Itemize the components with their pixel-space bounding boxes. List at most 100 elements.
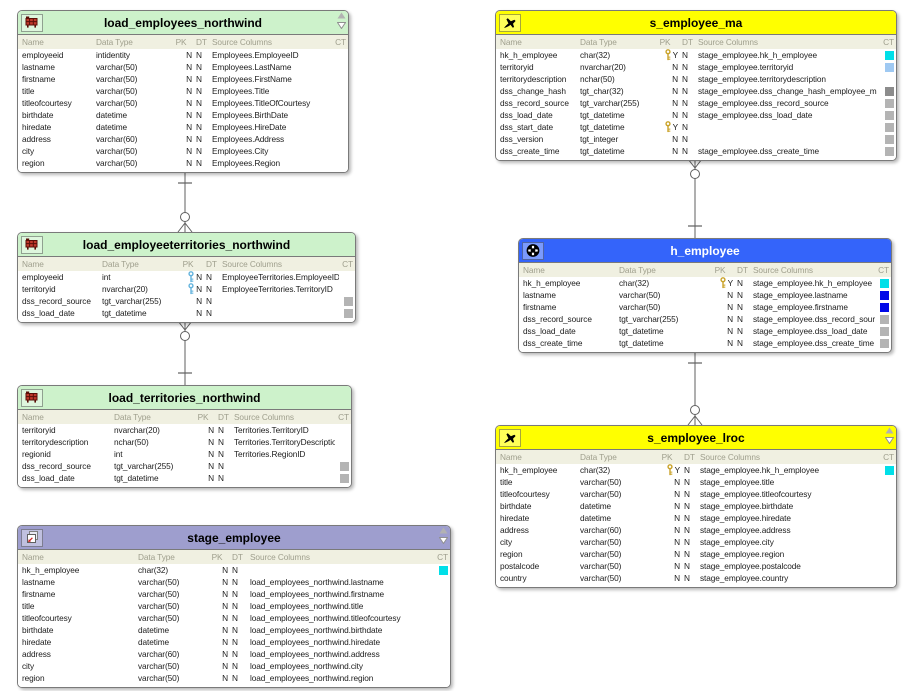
column-name: dss_load_date: [22, 308, 75, 318]
table-title-bar[interactable]: h_employee: [519, 239, 891, 263]
scroll-down-icon[interactable]: [336, 22, 347, 30]
column-row-title: title varchar(50) N N Employees.Title: [18, 85, 348, 97]
column-header-ct: CT: [437, 552, 448, 562]
column-pk: N: [654, 501, 682, 511]
column-pk: N: [206, 577, 230, 587]
ct-chip-gray: [885, 110, 894, 120]
column-header-ct: CT: [342, 259, 353, 269]
column-dt-flag: N: [232, 577, 238, 587]
column-name: titleofcourtesy: [22, 613, 72, 623]
column-dt-flag: N: [232, 613, 238, 623]
column-pk: N: [170, 146, 194, 156]
column-row-territoryid: territoryid nvarchar(20) N N EmployeeTerrito…: [18, 283, 355, 295]
column-dt-flag: N: [737, 338, 743, 348]
column-dt-flag: N: [684, 501, 690, 511]
hub-icon: [522, 241, 544, 260]
column-source: load_employees_northwind.region: [250, 673, 374, 683]
column-header-ct: CT: [883, 452, 894, 462]
column-data-type: char(32): [580, 465, 611, 475]
scroll-up-icon[interactable]: [337, 12, 346, 20]
column-name: address: [500, 525, 529, 535]
column-dt-flag: N: [218, 425, 224, 435]
column-pk-flag: N: [208, 437, 214, 447]
column-pk: N: [707, 302, 735, 312]
column-row-dss_start_date: dss_start_date tgt_datetime Y N: [496, 121, 896, 133]
column-name: dss_record_source: [22, 296, 91, 306]
column-pk: Y: [652, 49, 680, 61]
scroll-up-icon[interactable]: [885, 427, 894, 435]
column-name: territorydescription: [500, 74, 567, 84]
column-source: Employees.Region: [212, 158, 281, 168]
column-row-birthdate: birthdate datetime N N Employees.BirthDate: [18, 109, 348, 121]
column-pk-flag: N: [727, 326, 733, 336]
column-source: stage_employee.dss_record_source: [698, 98, 829, 108]
column-data-type: varchar(50): [96, 74, 138, 84]
column-header-row: Name Data Type PK DT Source Columns CT: [18, 410, 351, 424]
column-pk-flag: N: [186, 98, 192, 108]
column-dt-flag: N: [684, 525, 690, 535]
table-title-bar[interactable]: load_territories_northwind: [18, 386, 351, 410]
table-title-bar[interactable]: load_employees_northwind: [18, 11, 348, 35]
table-load_territories_northwind[interactable]: load_territories_northwind Name Data Type P…: [17, 385, 352, 488]
scroll-down-icon[interactable]: [438, 537, 449, 545]
column-dt-flag: N: [232, 673, 238, 683]
column-pk-flag: N: [672, 134, 678, 144]
table-title-bar[interactable]: load_employeeterritories_northwind: [18, 233, 355, 257]
load-table-icon: [21, 13, 43, 32]
column-pk-flag: N: [186, 50, 192, 60]
scroll-down-icon[interactable]: [884, 437, 895, 445]
column-pk-flag: N: [727, 314, 733, 324]
column-header-row: Name Data Type PK DT Source Columns CT: [18, 550, 450, 564]
column-header-name: Name: [22, 259, 44, 269]
scroll-up-icon[interactable]: [439, 527, 448, 535]
column-data-type: varchar(50): [138, 589, 180, 599]
column-row-firstname: firstname varchar(50) N N Employees.FirstNam…: [18, 73, 348, 85]
column-pk: N: [170, 74, 194, 84]
table-title-bar[interactable]: s_employee_lroc: [496, 426, 896, 450]
table-stage_employee[interactable]: stage_employee Name Data Type PK DT Source Co…: [17, 525, 451, 688]
column-pk: N: [652, 74, 680, 84]
column-data-type: tgt_datetime: [580, 110, 625, 120]
column-header-data-type: Data Type: [580, 452, 617, 462]
column-source: load_employees_northwind.titleofcourtesy: [250, 613, 401, 623]
column-dt-flag: N: [232, 565, 238, 575]
column-name: hiredate: [22, 637, 52, 647]
column-pk-flag: N: [186, 86, 192, 96]
ct-chip-gray: [344, 296, 353, 306]
column-source: stage_employee.birthdate: [700, 501, 794, 511]
table-load_employees_northwind[interactable]: load_employees_northwind Name Data Type PK D…: [17, 10, 349, 173]
column-source: stage_employee.dss_change_hash_employee_…: [698, 86, 877, 96]
column-data-type: datetime: [96, 110, 128, 120]
column-header-dt: DT: [737, 265, 748, 275]
column-pk: N: [206, 637, 230, 647]
column-header-pk: PK: [197, 412, 209, 422]
table-h_employee[interactable]: h_employee Name Data Type PK DT Source Column…: [518, 238, 892, 353]
table-title-bar[interactable]: stage_employee: [18, 526, 450, 550]
column-source: load_employees_northwind.city: [250, 661, 363, 671]
table-s_employee_lroc[interactable]: s_employee_lroc Name Data Type PK DT Source C…: [495, 425, 897, 588]
gold-key-icon: [719, 277, 727, 289]
column-pk-flag: N: [222, 649, 228, 659]
column-header-name: Name: [22, 37, 44, 47]
column-source: stage_employee.dss_record_source: [753, 314, 875, 324]
column-row-territoryid: territoryid nvarchar(20) N N Territories.Ter…: [18, 424, 351, 436]
table-title-bar[interactable]: s_employee_ma: [496, 11, 896, 35]
column-source: Employees.LastName: [212, 62, 292, 72]
column-source: stage_employee.territoryid: [698, 62, 794, 72]
column-pk: N: [707, 326, 735, 336]
column-dt-flag: N: [684, 465, 690, 475]
column-data-type: varchar(60): [138, 649, 180, 659]
column-name: employeeid: [22, 272, 64, 282]
scroll-arrows: [438, 527, 449, 545]
column-source: stage_employee.city: [700, 537, 774, 547]
table-s_employee_ma[interactable]: s_employee_ma Name Data Type PK DT Source Col…: [495, 10, 897, 161]
column-pk-flag: N: [222, 613, 228, 623]
table-load_employeeterritories_northwind[interactable]: load_employeeterritories_northwind Name Da…: [17, 232, 356, 323]
gold-key-icon: [664, 49, 672, 61]
